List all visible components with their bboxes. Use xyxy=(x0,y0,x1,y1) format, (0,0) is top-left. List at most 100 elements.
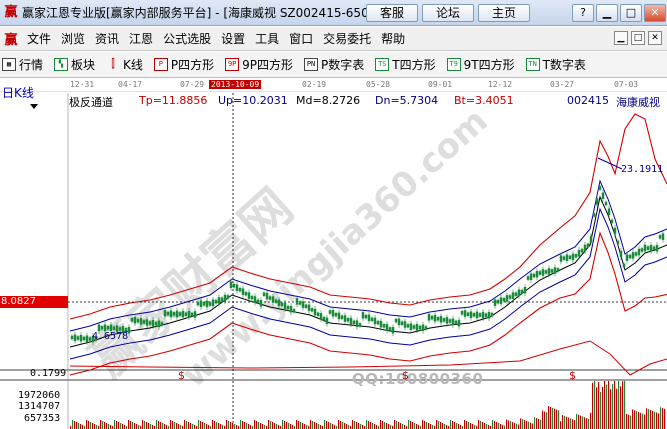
stock-name: 海康威视 xyxy=(616,96,660,109)
candle-body xyxy=(175,310,179,318)
volume-bar xyxy=(430,424,432,429)
mdi-close-icon[interactable]: ✕ xyxy=(648,31,662,45)
period-selector[interactable]: 日K线 xyxy=(2,86,34,100)
candle-body xyxy=(274,299,278,303)
sub-indicator-line xyxy=(69,340,667,376)
volume-bar xyxy=(544,411,546,429)
volume-bar xyxy=(84,426,86,429)
candle-body xyxy=(631,252,635,259)
candle-body xyxy=(634,252,638,256)
volume-bar xyxy=(552,407,554,429)
volume-bar xyxy=(546,412,548,429)
candle-body xyxy=(229,281,233,288)
kefu-button[interactable]: 客服 xyxy=(366,4,418,22)
volume-bar xyxy=(188,422,190,429)
volume-bar xyxy=(154,426,156,429)
tool-t-square[interactable]: TS T四方形 xyxy=(373,56,436,73)
help-icon[interactable]: ? xyxy=(572,4,594,22)
ts-icon: TS xyxy=(375,58,390,71)
volume-bar xyxy=(146,422,148,429)
kline-chart-panel[interactable]: 12-31 04-17 07-29 2013-10-09 02-19 05-28… xyxy=(0,79,667,429)
tool-p-square[interactable]: P P四方形 xyxy=(152,56,214,73)
volume-bar xyxy=(176,423,178,429)
tool-9p-square[interactable]: 9P 9P四方形 xyxy=(223,56,293,73)
volume-bar xyxy=(190,423,192,429)
volume-bar xyxy=(478,420,480,429)
candle-body xyxy=(505,295,509,302)
candle-body xyxy=(583,244,587,252)
volume-bar xyxy=(204,423,206,429)
volume-bar xyxy=(110,425,112,429)
volume-bar xyxy=(522,419,524,429)
candle-body xyxy=(319,313,323,320)
tool-sectors[interactable]: ▚ 板块 xyxy=(52,56,95,73)
candle-body xyxy=(88,337,92,341)
menu-tools[interactable]: 工具 xyxy=(255,32,280,46)
menu-help[interactable]: 帮助 xyxy=(381,32,406,46)
menu-browse[interactable]: 浏览 xyxy=(61,32,86,46)
volume-bar xyxy=(274,423,276,429)
candle-body xyxy=(280,302,284,307)
tn-icon: TN xyxy=(525,58,540,71)
volume-bar xyxy=(320,425,322,429)
candlestick-series xyxy=(70,185,665,345)
volume-bar xyxy=(212,420,214,429)
volume-bar xyxy=(300,422,302,429)
volume-bar xyxy=(622,381,624,429)
minimize-icon[interactable]: ▁ xyxy=(596,4,618,22)
title-bar: 赢 赢家江恩专业版[赢家内部服务平台] - [海康威视 SZ002415-650… xyxy=(0,0,667,26)
menu-news[interactable]: 资讯 xyxy=(95,32,120,46)
dollar-marker: $ xyxy=(569,369,576,382)
menu-file[interactable]: 文件 xyxy=(27,32,52,46)
tool-kline[interactable]: ⫿ K线 xyxy=(104,56,143,73)
candle-body xyxy=(394,318,398,323)
volume-bar xyxy=(554,408,556,429)
volume-bar xyxy=(196,426,198,429)
candle-icon: ⫿ xyxy=(111,57,115,70)
tool-p-number-table[interactable]: PN P数字表 xyxy=(302,56,364,73)
candle-body xyxy=(496,299,500,304)
volume-bar xyxy=(106,423,108,429)
menu-settings[interactable]: 设置 xyxy=(221,32,246,46)
tool-quotes[interactable]: ▦ 行情 xyxy=(0,56,43,73)
luntan-button[interactable]: 论坛 xyxy=(422,4,474,22)
candle-body xyxy=(604,201,608,206)
candle-body xyxy=(379,320,383,328)
volume-bar xyxy=(648,409,650,429)
candle-body xyxy=(526,276,530,280)
menu-formula-picker[interactable]: 公式选股 xyxy=(163,32,212,46)
volume-bar xyxy=(312,421,314,429)
candle-body xyxy=(406,324,410,328)
volume-bar xyxy=(236,425,238,429)
home-button[interactable]: 主页 xyxy=(478,4,530,22)
tool-t-number-table[interactable]: TN T数字表 xyxy=(524,56,586,73)
volume-bar xyxy=(526,420,528,429)
volume-bar xyxy=(208,425,210,429)
candle-body xyxy=(259,300,263,307)
candle-body xyxy=(130,317,134,322)
candle-body xyxy=(649,244,653,252)
volume-bar xyxy=(304,424,306,429)
menu-trade[interactable]: 交易委托 xyxy=(323,32,372,46)
volume-bar xyxy=(232,423,234,429)
volume-bar xyxy=(126,426,128,429)
tool-9t-square[interactable]: T9 9T四方形 xyxy=(445,56,515,73)
volume-bar xyxy=(426,422,428,429)
volume-bar xyxy=(260,423,262,429)
maximize-icon[interactable]: □ xyxy=(620,4,642,22)
close-icon[interactable]: ✕ xyxy=(644,4,666,22)
volume-bar xyxy=(366,420,368,429)
menu-gann[interactable]: 江恩 xyxy=(129,32,154,46)
mdi-restore-icon[interactable]: □ xyxy=(631,31,645,45)
volume-bar xyxy=(458,424,460,429)
volume-bar xyxy=(560,421,562,429)
candle-body xyxy=(553,267,557,274)
menu-window[interactable]: 窗口 xyxy=(289,32,314,46)
dropdown-arrow-icon[interactable] xyxy=(30,104,38,109)
mdi-minimize-icon[interactable]: ▁ xyxy=(614,31,628,45)
candle-body xyxy=(352,320,356,325)
volume-bar xyxy=(240,420,242,429)
candle-body xyxy=(613,227,617,235)
volume-bar xyxy=(74,421,76,429)
candle-body xyxy=(652,246,656,251)
